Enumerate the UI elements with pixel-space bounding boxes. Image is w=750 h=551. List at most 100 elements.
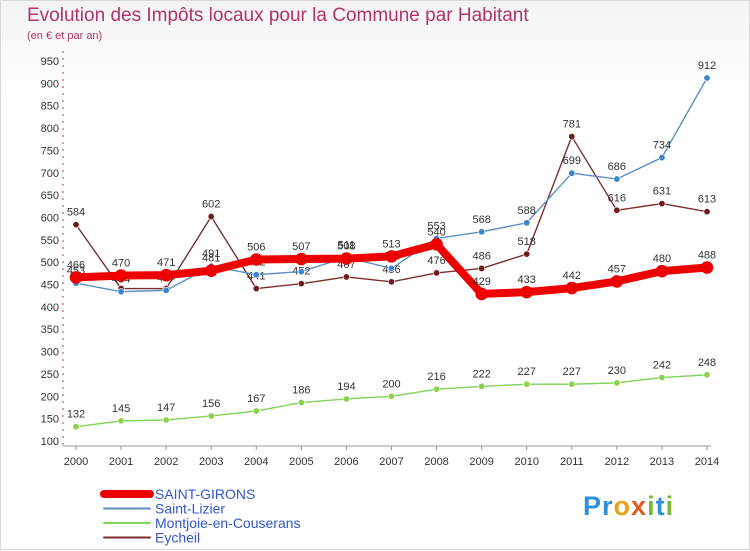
y-tick-label: 250 (41, 369, 59, 381)
data-label: 480 (653, 253, 671, 265)
data-label: 466 (67, 259, 85, 271)
chart-title: Evolution des Impôts locaux pour la Comm… (27, 5, 529, 26)
logo-letter: i (647, 491, 656, 521)
y-tick-label: 900 (41, 78, 59, 90)
data-point (475, 287, 488, 301)
data-point (703, 208, 711, 216)
x-tick-label: 2011 (560, 456, 584, 468)
data-point (297, 399, 305, 407)
legend-label: SAINT-GIRONS (155, 486, 255, 502)
data-point (340, 252, 353, 265)
x-tick-label: 2004 (244, 456, 268, 468)
data-label: 222 (472, 368, 490, 380)
data-point (703, 74, 711, 82)
legend-label: Saint-Lizier (155, 501, 225, 517)
y-tick-label: 550 (41, 235, 59, 247)
data-label: 227 (518, 366, 536, 378)
data-label: 553 (427, 220, 445, 232)
y-tick-label: 750 (41, 145, 59, 157)
y-tick-label: 100 (41, 436, 59, 448)
data-label: 631 (653, 186, 671, 198)
x-tick-label: 2014 (695, 456, 719, 468)
data-point (295, 252, 308, 266)
data-label: 584 (67, 207, 85, 219)
data-point (478, 228, 486, 236)
logo-letter: x (631, 491, 648, 521)
logo-letter: o (613, 491, 632, 521)
data-label: 470 (112, 258, 130, 270)
data-point (703, 371, 711, 379)
y-tick-label: 450 (41, 280, 59, 292)
data-point (297, 268, 305, 276)
x-tick-label: 2008 (424, 456, 448, 468)
data-label: 518 (518, 236, 536, 248)
y-tick-label: 300 (41, 347, 59, 359)
data-label: 781 (563, 119, 581, 131)
data-label: 230 (608, 365, 626, 377)
data-point (249, 253, 263, 266)
data-label: 488 (698, 250, 716, 262)
data-label: 734 (653, 140, 671, 152)
data-label: 513 (382, 238, 400, 250)
data-point (252, 407, 260, 415)
data-point (114, 269, 128, 282)
data-point (204, 264, 218, 277)
data-point (523, 380, 531, 388)
data-point (72, 423, 80, 431)
data-point (342, 273, 350, 281)
x-tick-label: 2001 (109, 456, 133, 468)
data-label: 132 (67, 409, 85, 421)
x-tick-label: 2009 (469, 456, 493, 468)
data-point (72, 221, 80, 229)
data-label: 429 (472, 276, 490, 288)
data-label: 433 (518, 274, 536, 286)
y-tick-label: 350 (41, 324, 59, 336)
data-label: 511 (338, 239, 356, 251)
data-label: 156 (202, 398, 220, 410)
y-tick-label: 800 (41, 123, 59, 135)
y-tick-label: 600 (41, 212, 59, 224)
data-label: 248 (698, 357, 716, 369)
data-label: 588 (518, 205, 536, 217)
logo-letter: t (655, 491, 666, 521)
data-label: 613 (698, 194, 716, 206)
data-point (252, 271, 260, 279)
data-point (568, 169, 576, 177)
data-label: 186 (292, 385, 310, 397)
data-point (658, 154, 666, 162)
data-point (655, 264, 669, 278)
data-label: 506 (247, 241, 265, 253)
x-tick-label: 2000 (64, 456, 88, 468)
data-point (433, 385, 441, 393)
data-point (387, 392, 395, 400)
data-point (162, 416, 170, 424)
data-label: 508 (337, 241, 355, 253)
data-label: 476 (427, 255, 445, 267)
y-tick-label: 400 (41, 302, 59, 314)
logo-letter: r (602, 491, 614, 521)
data-point (252, 285, 260, 293)
data-point (520, 285, 534, 299)
y-tick-label: 950 (41, 56, 59, 68)
data-label: 507 (292, 241, 310, 253)
data-point (613, 175, 621, 183)
proxiti-logo: Proxiti (583, 491, 674, 522)
y-tick-label: 500 (41, 257, 59, 269)
data-point (433, 269, 441, 277)
logo-letter: P (583, 491, 603, 521)
data-point (568, 133, 576, 141)
data-point (207, 213, 215, 221)
data-label: 242 (653, 360, 671, 372)
y-tick-label: 850 (41, 101, 59, 113)
data-point (297, 280, 305, 288)
data-label: 486 (472, 250, 490, 262)
data-point (613, 379, 621, 387)
data-point (478, 382, 486, 390)
data-point (117, 417, 125, 425)
x-tick-label: 2005 (289, 456, 313, 468)
y-tick-label: 700 (41, 168, 59, 180)
data-label: 602 (202, 199, 220, 211)
data-label: 568 (472, 214, 490, 226)
data-label: 616 (608, 192, 626, 204)
